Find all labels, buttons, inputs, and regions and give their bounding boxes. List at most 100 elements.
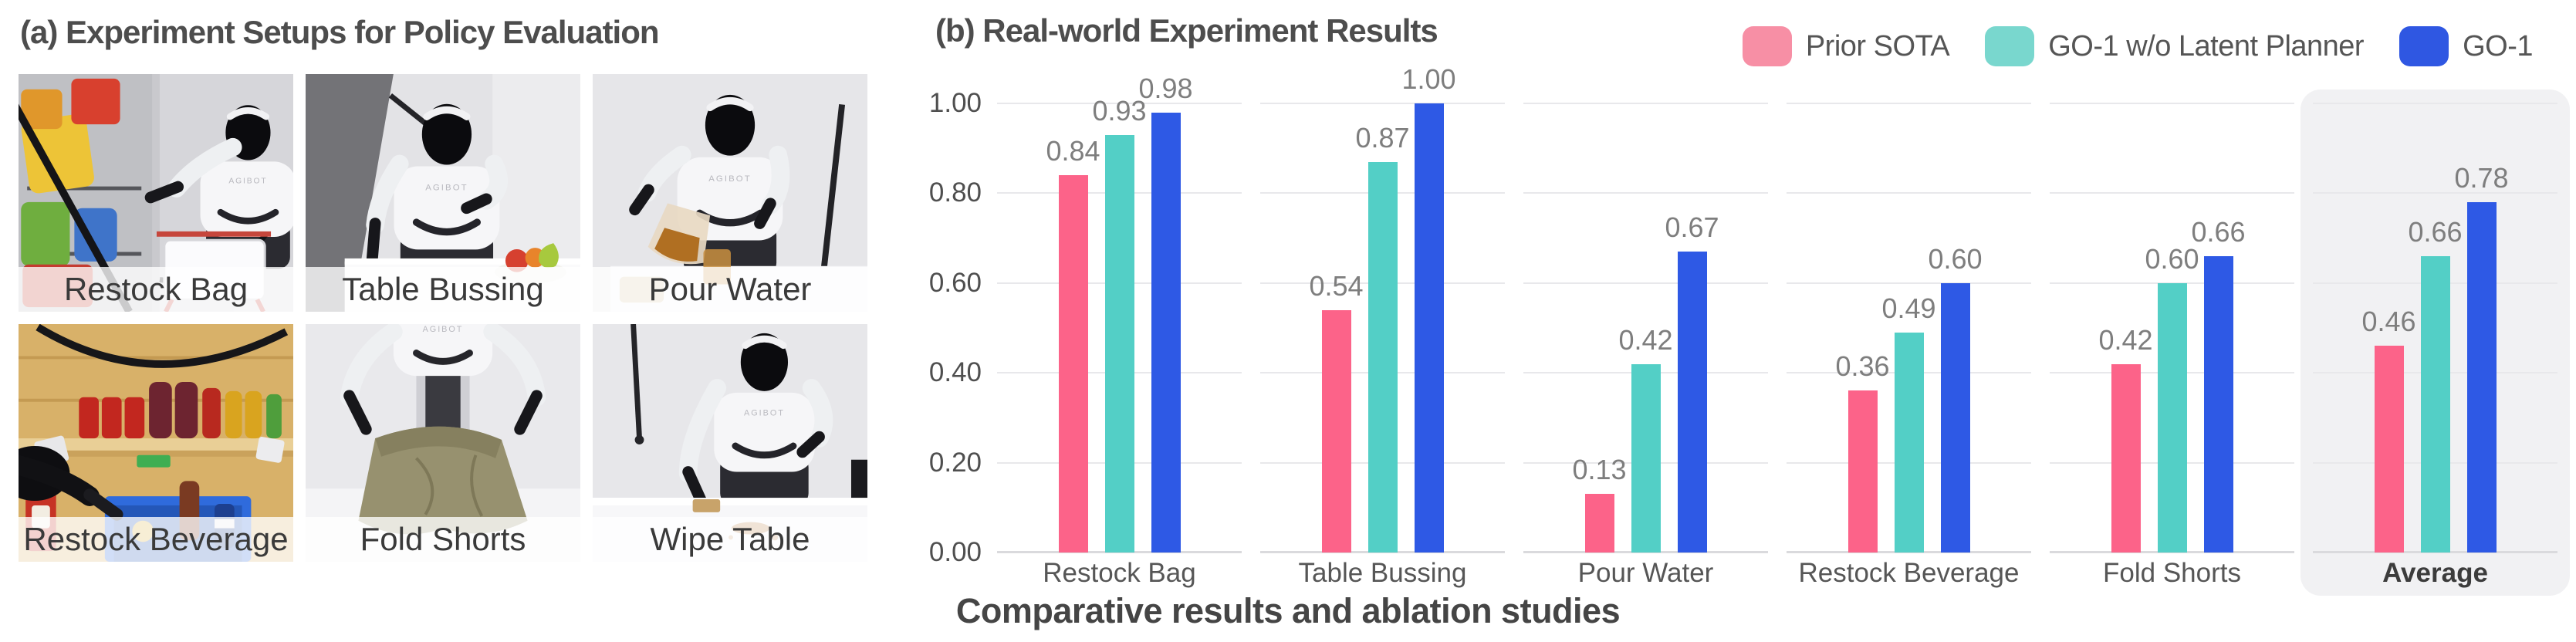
bar-prior-sota: [2374, 346, 2404, 552]
legend-swatch-go-1-w-o-latent-planner: [1985, 26, 2035, 66]
bar-prior-sota: [1847, 390, 1878, 552]
gridline: [2050, 192, 2294, 194]
bar-prior-sota: [1584, 494, 1614, 552]
bar-prior-sota: [1321, 309, 1351, 552]
chart-panel-fold-shorts: 0.42 0.60 0.66 Fold Shorts: [2050, 103, 2294, 593]
gridline: [997, 103, 1242, 104]
bar-slot: 0.46: [2361, 103, 2416, 552]
legend-label: Prior SOTA: [1805, 29, 1950, 63]
bar-value-label: 0.84: [1046, 135, 1100, 167]
chart-legend: Prior SOTA GO-1 w/o Latent Planner GO-1: [1742, 26, 2533, 66]
gridline: [1523, 282, 1768, 284]
svg-text:AGIBOT: AGIBOT: [425, 184, 468, 193]
left-section-title: (a) Experiment Setups for Policy Evaluat…: [20, 14, 660, 50]
chart-panel-pour-water: 0.13 0.42 0.67 Pour Water: [1523, 103, 1768, 593]
bar-slot: 1.00: [1401, 63, 1456, 552]
photo-label: Restock Bag: [19, 267, 293, 312]
y-tick-label: 0.40: [928, 357, 982, 388]
bar-go-1-w-o-latent-planner: [1894, 332, 1924, 552]
category-label: Restock Bag: [1043, 558, 1196, 588]
bar-value-label: 0.66: [2408, 215, 2463, 248]
figure-caption: Comparative results and ablation studies: [955, 591, 1621, 630]
svg-text:AGIBOT: AGIBOT: [744, 408, 785, 417]
bar-chart: 0.84 0.93 0.98 Restock Bag 0.54 0.87 1.00 Table…: [997, 63, 2570, 596]
chart-panel-restock-bag: 0.84 0.93 0.98 Restock Bag: [997, 73, 1242, 593]
bar-go-1-w-o-latent-planner: [1631, 363, 1661, 552]
photo-label: Restock Beverage: [19, 517, 293, 562]
bar-go-1: [1151, 112, 1181, 552]
bar-slot: 0.67: [1665, 103, 1719, 552]
bar-value-label: 0.98: [1138, 72, 1193, 104]
bar-slot: 0.66: [2408, 103, 2463, 552]
photo-fold-shorts: AGIBOT Fold Shorts: [306, 324, 580, 562]
legend-item-prior-sota: Prior SOTA: [1742, 26, 1950, 66]
bar-group: 0.13 0.42 0.67: [1523, 103, 1768, 552]
bar-value-label: 0.36: [1835, 350, 1890, 383]
photo-grid: AGIBOT Restock Bag AGIBOT Table Bussing AGIB…: [19, 74, 867, 562]
bar-value-label: 0.54: [1309, 269, 1364, 302]
bar-slot: 0.13: [1572, 103, 1627, 552]
photo-label: Pour Water: [593, 267, 867, 312]
svg-text:AGIBOT: AGIBOT: [228, 177, 267, 186]
bar-value-label: 0.67: [1665, 211, 1719, 244]
y-tick-label: 0.80: [928, 177, 982, 208]
bar-slot: 0.54: [1309, 103, 1364, 552]
category-label: Table Bussing: [1298, 558, 1467, 588]
photo-pour-water: AGIBOT Pour Water: [593, 74, 867, 312]
plot-area: 0.54 0.87 1.00: [1260, 63, 1505, 553]
bar-go-1-w-o-latent-planner: [1104, 134, 1134, 552]
category-label: Pour Water: [1577, 558, 1714, 588]
category-label: Restock Beverage: [1798, 558, 2020, 588]
plot-area: 0.13 0.42 0.67: [1523, 103, 1768, 553]
legend-label: GO-1: [2463, 29, 2533, 63]
bar-value-label: 0.49: [1881, 292, 1936, 324]
bar-go-1: [1940, 282, 1970, 552]
photo-restock-beverage: Restock Beverage: [19, 324, 293, 562]
gridline: [2050, 103, 2294, 104]
bar-go-1-w-o-latent-planner: [2157, 282, 2187, 552]
gridline: [1787, 103, 2031, 104]
bar-slot: 0.36: [1835, 103, 1890, 552]
bar-slot: 0.42: [2098, 103, 2153, 552]
bar-value-label: 0.42: [2098, 323, 2153, 356]
gridline: [2313, 103, 2557, 104]
chart-panel-average: 0.46 0.66 0.78 Average: [2300, 90, 2570, 596]
bar-value-label: 0.13: [1572, 454, 1627, 486]
svg-text:AGIBOT: AGIBOT: [708, 174, 751, 184]
bar-slot: 0.78: [2454, 103, 2509, 552]
gridline: [2313, 192, 2557, 194]
category-label: Average: [2382, 558, 2488, 588]
bar-slot: 0.60: [2145, 103, 2199, 552]
bar-slot: 0.93: [1092, 95, 1147, 552]
y-axis-tick-labels: 0.00 0.20 0.40 0.60 0.80 1.00: [849, 90, 982, 566]
bar-group: 0.36 0.49 0.60: [1787, 103, 2031, 552]
bar-value-label: 1.00: [1401, 63, 1456, 95]
bar-value-label: 0.60: [2145, 242, 2199, 275]
chart-title: (b) Real-world Experiment Results: [935, 12, 1438, 49]
photo-label: Table Bussing: [306, 267, 580, 312]
legend-label: GO-1 w/o Latent Planner: [2048, 29, 2365, 63]
bar-value-label: 0.66: [2191, 215, 2246, 248]
legend-swatch-go-1: [2399, 26, 2449, 66]
plot-area: 0.46 0.66 0.78: [2313, 103, 2557, 553]
category-label: Fold Shorts: [2103, 558, 2241, 588]
legend-item-go-1: GO-1: [2399, 26, 2533, 66]
chart-panel-restock-beverage: 0.36 0.49 0.60 Restock Beverage: [1787, 103, 2031, 593]
bar-group: 0.84 0.93 0.98: [997, 73, 1242, 552]
bar-slot: 0.98: [1138, 73, 1193, 552]
bar-group: 0.42 0.60 0.66: [2050, 103, 2294, 552]
bar-slot: 0.66: [2191, 103, 2246, 552]
bar-value-label: 0.78: [2454, 162, 2509, 194]
gridline: [1523, 103, 1768, 104]
photo-label: Fold Shorts: [306, 517, 580, 562]
y-tick-label: 1.00: [928, 88, 982, 118]
bar-go-1: [2203, 255, 2233, 552]
gridline: [1787, 282, 2031, 284]
bar-value-label: 0.93: [1092, 94, 1147, 127]
bar-value-label: 0.42: [1618, 323, 1673, 356]
legend-swatch-prior-sota: [1742, 26, 1792, 66]
bar-group: 0.46 0.66 0.78: [2313, 103, 2557, 552]
bar-slot: 0.60: [1928, 103, 1983, 552]
bar-go-1: [1677, 252, 1707, 552]
